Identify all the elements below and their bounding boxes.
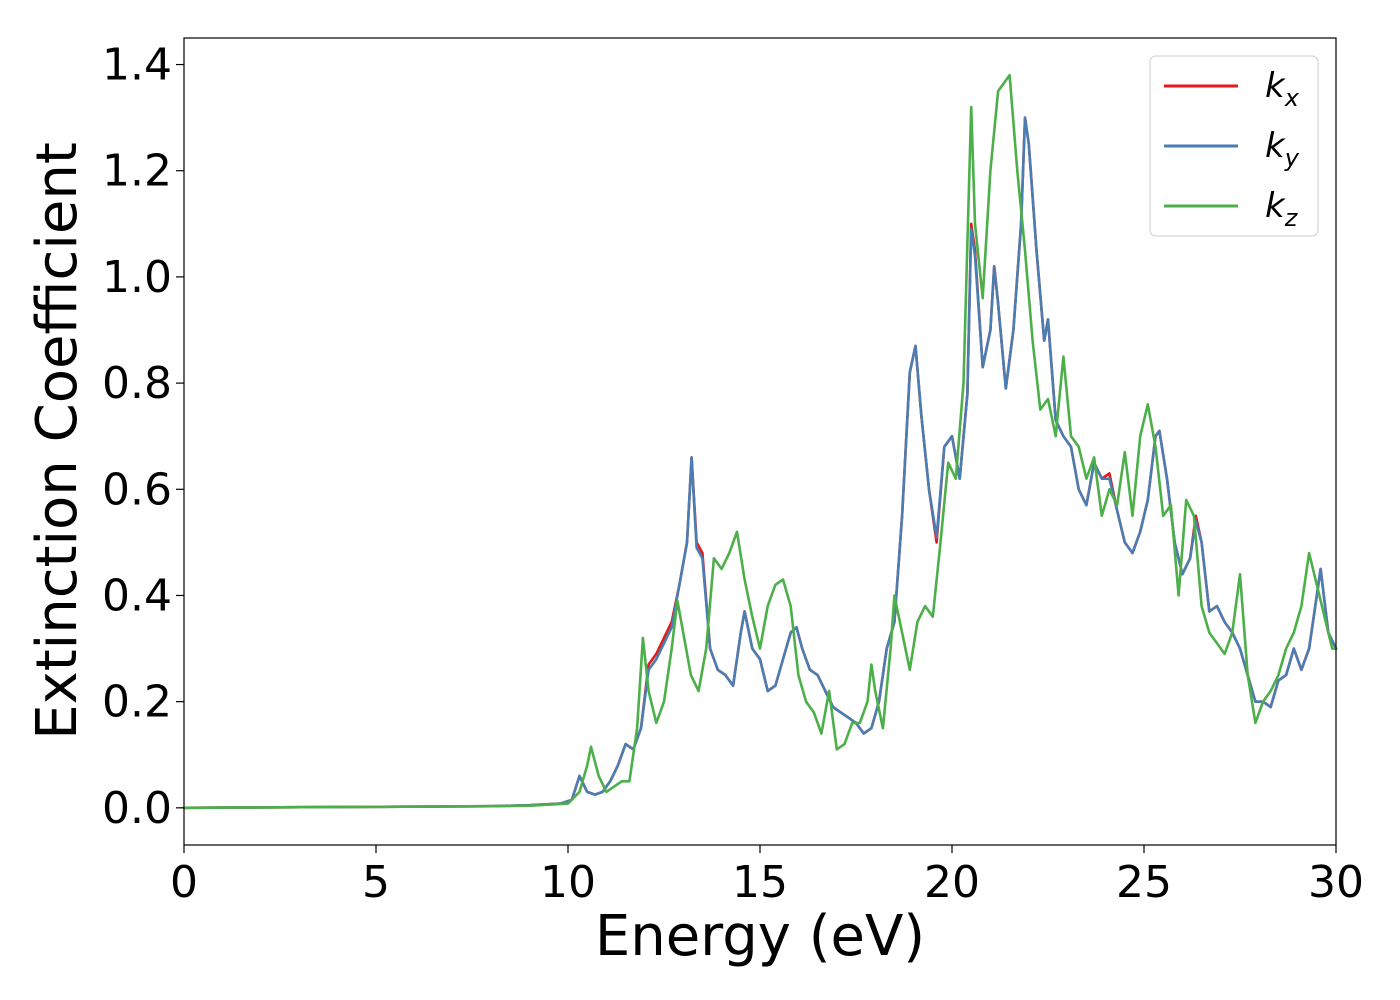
legend-label-z: kz — [1265, 186, 1299, 232]
y-tick-label: 0.8 — [102, 358, 172, 409]
x-tick-label: 25 — [1116, 857, 1172, 908]
series-line-y — [182, 116, 1338, 810]
legend: kx ky kz — [1149, 55, 1319, 237]
y-tick-label: 0.6 — [102, 464, 172, 515]
y-tick-label: 1.0 — [102, 252, 172, 303]
series-layer — [182, 73, 1338, 810]
y-axis-ticks: 0.0 0.2 0.4 0.6 0.8 1.0 1.2 1.4 — [102, 40, 184, 834]
x-tick-label: 5 — [362, 857, 390, 908]
x-tick-label: 0 — [170, 857, 198, 908]
y-tick-label: 0.4 — [102, 570, 172, 621]
x-tick-label: 10 — [540, 857, 596, 908]
y-tick-label: 1.4 — [102, 40, 172, 91]
y-axis-title: Extinction Coefficient — [25, 142, 90, 740]
y-tick-label: 1.2 — [102, 146, 172, 197]
x-tick-label: 15 — [732, 857, 788, 908]
y-tick-label: 0.0 — [102, 783, 172, 834]
series-line-z — [182, 73, 1338, 810]
legend-label-y: ky — [1265, 126, 1300, 172]
x-tick-label: 20 — [924, 857, 980, 908]
legend-label-x: kx — [1265, 66, 1300, 112]
x-tick-label: 30 — [1308, 857, 1364, 908]
x-axis-title: Energy (eV) — [595, 904, 925, 969]
y-tick-label: 0.2 — [102, 677, 172, 728]
x-axis-ticks: 0 5 10 15 20 25 30 — [170, 845, 1364, 908]
